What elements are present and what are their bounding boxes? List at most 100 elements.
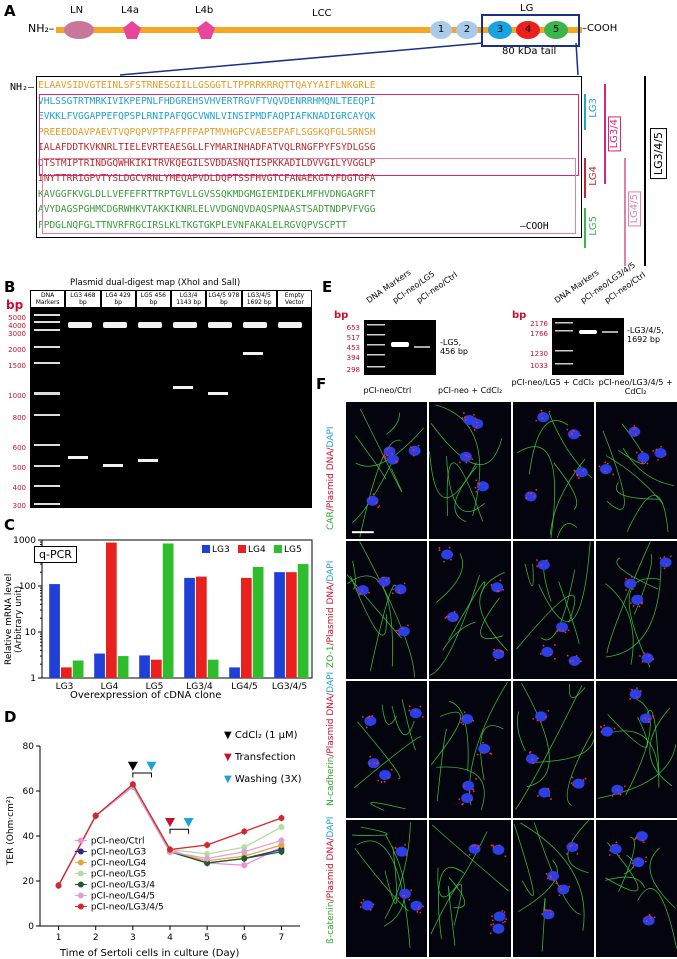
plasmid-dot — [553, 658, 556, 660]
lg2-domain: 2 — [456, 21, 478, 39]
nucleus — [394, 584, 407, 595]
membrane-stain — [566, 730, 593, 806]
plasmid-dot — [643, 652, 645, 655]
plasmid-dot — [405, 853, 408, 856]
nucleus — [536, 412, 549, 423]
plasmid-dot — [629, 431, 631, 434]
plasmid-dot — [505, 918, 508, 920]
plasmid-dot — [414, 708, 417, 711]
membrane-stain — [513, 823, 534, 896]
ladder-label: 600 — [12, 444, 26, 452]
f-row-label: ß-catenin/Plasmid DNA/DAPI — [326, 816, 336, 944]
membrane-stain — [553, 462, 577, 510]
membrane-stain — [435, 404, 481, 517]
x-tick-label: 6 — [241, 933, 247, 943]
plasmid-dot — [647, 720, 650, 723]
bar-lg5-lg5 — [162, 543, 174, 678]
seq-line-8: KAVGGFKVGLDLLVEFEFRTTRPTGVLLGVSSQKMDGMGI… — [38, 188, 376, 200]
membrane-stain — [628, 578, 660, 668]
membrane-stain — [605, 876, 645, 888]
qpcr-bar-chart: 1 10 100 1000 LG3 LG4 LG5 LG3/4 LG4/5 LG3/4/5 LG3 L… — [13, 536, 313, 692]
vector-band — [138, 322, 162, 328]
transfection-marker — [165, 818, 175, 827]
legend-label: LG3 — [212, 545, 230, 555]
zoom-lines — [119, 42, 579, 76]
lane-headers: DNA Markers LG3 468 bp LG4 429 bp LG5 45… — [30, 290, 312, 308]
plasmid-dot — [490, 752, 493, 755]
ctrl-band — [414, 346, 430, 348]
x-tick-label: LG3 — [56, 682, 74, 692]
bracket-lg345: LG3/4/5 — [650, 128, 667, 180]
f-col-header: pCI-neo/Ctrl — [363, 386, 412, 395]
plasmid-dot — [378, 504, 381, 507]
vector-band — [278, 322, 302, 328]
plasmid-dot — [369, 755, 372, 758]
membrane-stain — [479, 572, 509, 652]
bar-lg3-lg3/4/5 — [274, 572, 285, 678]
plasmid-dot — [599, 725, 602, 728]
plasmid-dot — [575, 843, 578, 846]
plasmid-dot — [384, 457, 387, 460]
bracket-lg4: LG4 — [588, 166, 599, 186]
plasmid-dot — [604, 461, 606, 464]
legend-label: LG5 — [284, 545, 302, 555]
e-ladder-label: 1766 — [530, 330, 548, 338]
nucleus — [378, 576, 391, 587]
seq-nh2: NH₂– — [10, 82, 35, 93]
nucleus — [364, 715, 377, 726]
plasmid-dot — [582, 778, 585, 781]
plasmid-dot — [459, 461, 462, 464]
plasmid-dot — [491, 915, 494, 917]
plasmid-dot — [495, 649, 498, 652]
plasmid-dot — [473, 844, 476, 847]
membrane-stain — [514, 684, 582, 810]
plasmid-dot — [572, 429, 575, 432]
plasmid-dot — [609, 849, 611, 852]
lg3-domain: 3 — [488, 21, 512, 39]
membrane-stain — [557, 581, 579, 645]
ladder-label: 5000 — [8, 314, 26, 322]
plasmid-dot — [630, 576, 633, 578]
nucleus — [410, 900, 423, 911]
lcc-label: LCC — [312, 8, 332, 19]
insert-band-lg45 — [208, 392, 228, 395]
membrane-stain — [516, 710, 526, 751]
plasmid-dot — [475, 417, 477, 420]
y-tick-label: 1000 — [13, 536, 36, 546]
y-tick-label: 40 — [23, 832, 35, 842]
membrane-stain — [355, 427, 424, 467]
legend-label: pCI-neo/LG3/4 — [91, 881, 155, 891]
plasmid-dot — [648, 913, 651, 916]
nucleus — [600, 725, 613, 737]
ladder-band — [34, 465, 60, 467]
c-xlabel: Overexpression of cDNA clone — [70, 690, 222, 701]
y-tick-label: 80 — [23, 742, 35, 752]
nucleus — [629, 688, 642, 699]
plasmid-dot — [535, 565, 538, 568]
plasmid-dot — [653, 916, 656, 918]
membrane-stain — [516, 446, 555, 538]
plasmid-dot — [634, 426, 637, 429]
plasmid-dot — [388, 577, 390, 580]
x-tick-label: LG5 — [146, 682, 164, 692]
l4b-label: L4b — [195, 5, 214, 16]
nh2-terminus: NH₂– — [28, 22, 55, 35]
plasmid-dot — [489, 932, 492, 935]
nucleus — [493, 911, 506, 922]
membrane-stain — [354, 847, 409, 912]
plasmid-dot — [570, 844, 572, 847]
membrane-stain — [401, 698, 416, 750]
membrane-stain — [517, 859, 558, 912]
micrograph-tile — [346, 680, 428, 818]
plasmid-dot — [419, 911, 422, 914]
plasmid-dot — [369, 908, 372, 911]
seq-line-1: ELAAVSIDVGTEINLSFSTRNESGIILLGSGGTLTPPRRK… — [38, 80, 376, 91]
plasmid-dot — [536, 794, 539, 797]
lg4-domain: 4 — [516, 21, 540, 39]
d-ylabel: TER (Ohm·cm²) — [6, 796, 16, 866]
plasmid-dot — [566, 654, 569, 657]
ladder-band — [34, 485, 60, 487]
ladder-label: 1000 — [8, 392, 26, 400]
plasmid-dot — [490, 844, 493, 847]
ladder-label: 4000 — [8, 322, 26, 330]
